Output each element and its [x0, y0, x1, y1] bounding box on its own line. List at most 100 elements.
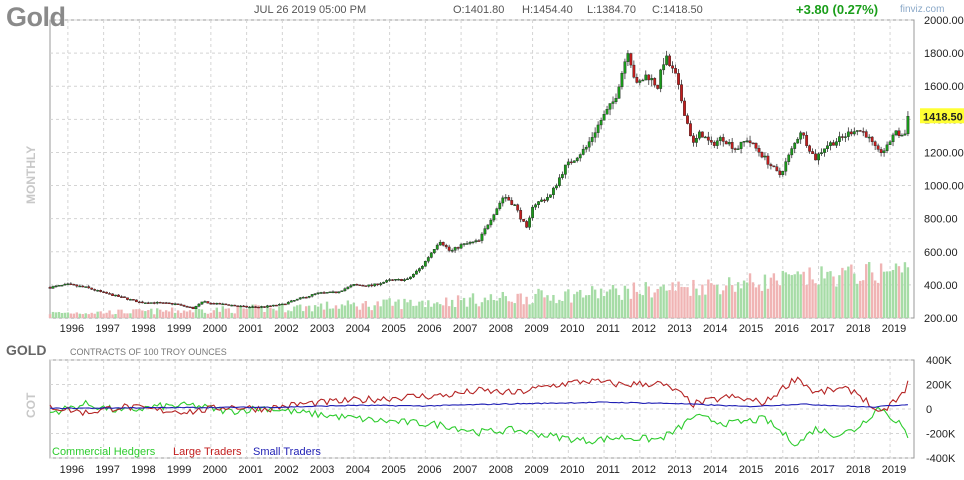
legend-large: Large Traders	[173, 446, 242, 458]
candle-body	[93, 289, 97, 291]
price-x-tick-label: 2013	[667, 323, 691, 335]
candle-body	[218, 302, 222, 305]
volume-bar	[576, 291, 579, 318]
candle-body	[635, 77, 639, 83]
volume-bar	[701, 284, 704, 318]
candle-body	[566, 161, 570, 166]
candle-body	[245, 305, 249, 308]
volume-bar	[257, 305, 260, 318]
candle-body	[772, 165, 776, 168]
volume-bar	[224, 308, 227, 318]
candle-body	[90, 287, 94, 290]
candle-body	[709, 140, 713, 143]
candle-body	[340, 290, 344, 292]
volume-bar	[769, 277, 773, 318]
candle-body	[346, 286, 350, 289]
candle-body	[763, 155, 767, 158]
volume-bar	[254, 304, 257, 318]
finviz-logo[interactable]: finviz.com	[900, 4, 945, 15]
candle-body	[489, 219, 493, 226]
volume-bar	[614, 288, 618, 318]
candle-body	[769, 164, 773, 167]
volume-bar	[173, 312, 177, 318]
candle-body	[832, 142, 835, 146]
candle-body	[158, 302, 162, 304]
volume-bar	[772, 273, 776, 318]
candle-body	[191, 307, 195, 309]
volume-bar	[856, 283, 859, 318]
candle-body	[462, 243, 466, 245]
candle-body	[134, 299, 138, 303]
candle-body	[319, 292, 323, 294]
volume-bar	[474, 303, 478, 318]
volume-bar	[436, 302, 439, 318]
volume-bar	[483, 297, 487, 318]
candle-body	[96, 290, 100, 292]
volume-bar	[611, 284, 615, 318]
cot-label: COT	[24, 392, 38, 418]
volume-bar	[677, 281, 680, 318]
candle-body	[820, 152, 823, 155]
cot-x-tick-label: 2006	[417, 464, 441, 476]
volume-bar	[394, 301, 397, 318]
candle-body	[114, 294, 117, 297]
volume-bar	[585, 295, 588, 318]
volume-bar	[236, 305, 239, 318]
price-x-tick-label: 1999	[167, 323, 191, 335]
candle-body	[486, 224, 490, 229]
candle-body	[569, 161, 573, 164]
change-value: +3.80 (0.27%)	[796, 2, 879, 17]
last-price-tag-label: 1418.50	[923, 111, 963, 123]
candle-body	[72, 284, 76, 286]
candle-body	[164, 302, 168, 304]
cot-y-tick-label: 0	[926, 404, 932, 416]
volume-bar	[328, 308, 332, 318]
candle-body	[623, 61, 627, 74]
candle-body	[784, 161, 788, 172]
volume-bar	[501, 291, 504, 318]
volume-bar	[579, 289, 582, 318]
volume-bar	[716, 284, 719, 318]
candle-body	[671, 65, 674, 69]
cot-x-tick-label: 1998	[131, 464, 155, 476]
volume-bar	[748, 273, 752, 318]
volume-bar	[352, 302, 356, 318]
volume-bar	[641, 295, 644, 318]
candle-body	[81, 285, 85, 288]
candle-body	[903, 133, 907, 136]
contracts-note: CONTRACTS OF 100 TROY OUNCES	[70, 347, 227, 357]
candle-body	[766, 155, 770, 165]
volume-bar	[439, 304, 442, 318]
volume-bar	[477, 306, 481, 318]
volume-bar	[450, 299, 454, 318]
price-x-tick-label: 2004	[346, 323, 370, 335]
volume-bar	[263, 311, 266, 318]
candle-body	[441, 241, 445, 246]
candle-body	[391, 279, 394, 281]
volume-bar	[722, 290, 725, 318]
candle-body	[674, 68, 677, 74]
candle-body	[257, 306, 260, 309]
volume-bar	[492, 299, 496, 318]
candle-body	[456, 247, 460, 249]
volume-bar	[382, 299, 385, 318]
symbol-title: Gold	[6, 2, 66, 32]
candle-body	[900, 134, 904, 137]
candle-body	[221, 303, 225, 306]
volume-bar	[433, 303, 436, 318]
volume-bar	[775, 280, 779, 318]
volume-bar	[84, 313, 87, 318]
volume-bar	[862, 280, 865, 318]
volume-bar	[879, 263, 883, 318]
candle-body	[632, 64, 636, 78]
candle-body	[358, 284, 362, 286]
candle-body	[254, 306, 257, 308]
volume-bar	[111, 314, 114, 318]
volume-bar	[865, 264, 868, 318]
candle-body	[444, 245, 448, 248]
volume-bar	[447, 306, 451, 318]
volume-bar	[310, 311, 314, 318]
volume-bar	[647, 286, 650, 318]
candle-body	[423, 260, 427, 267]
volume-bar	[227, 308, 230, 318]
